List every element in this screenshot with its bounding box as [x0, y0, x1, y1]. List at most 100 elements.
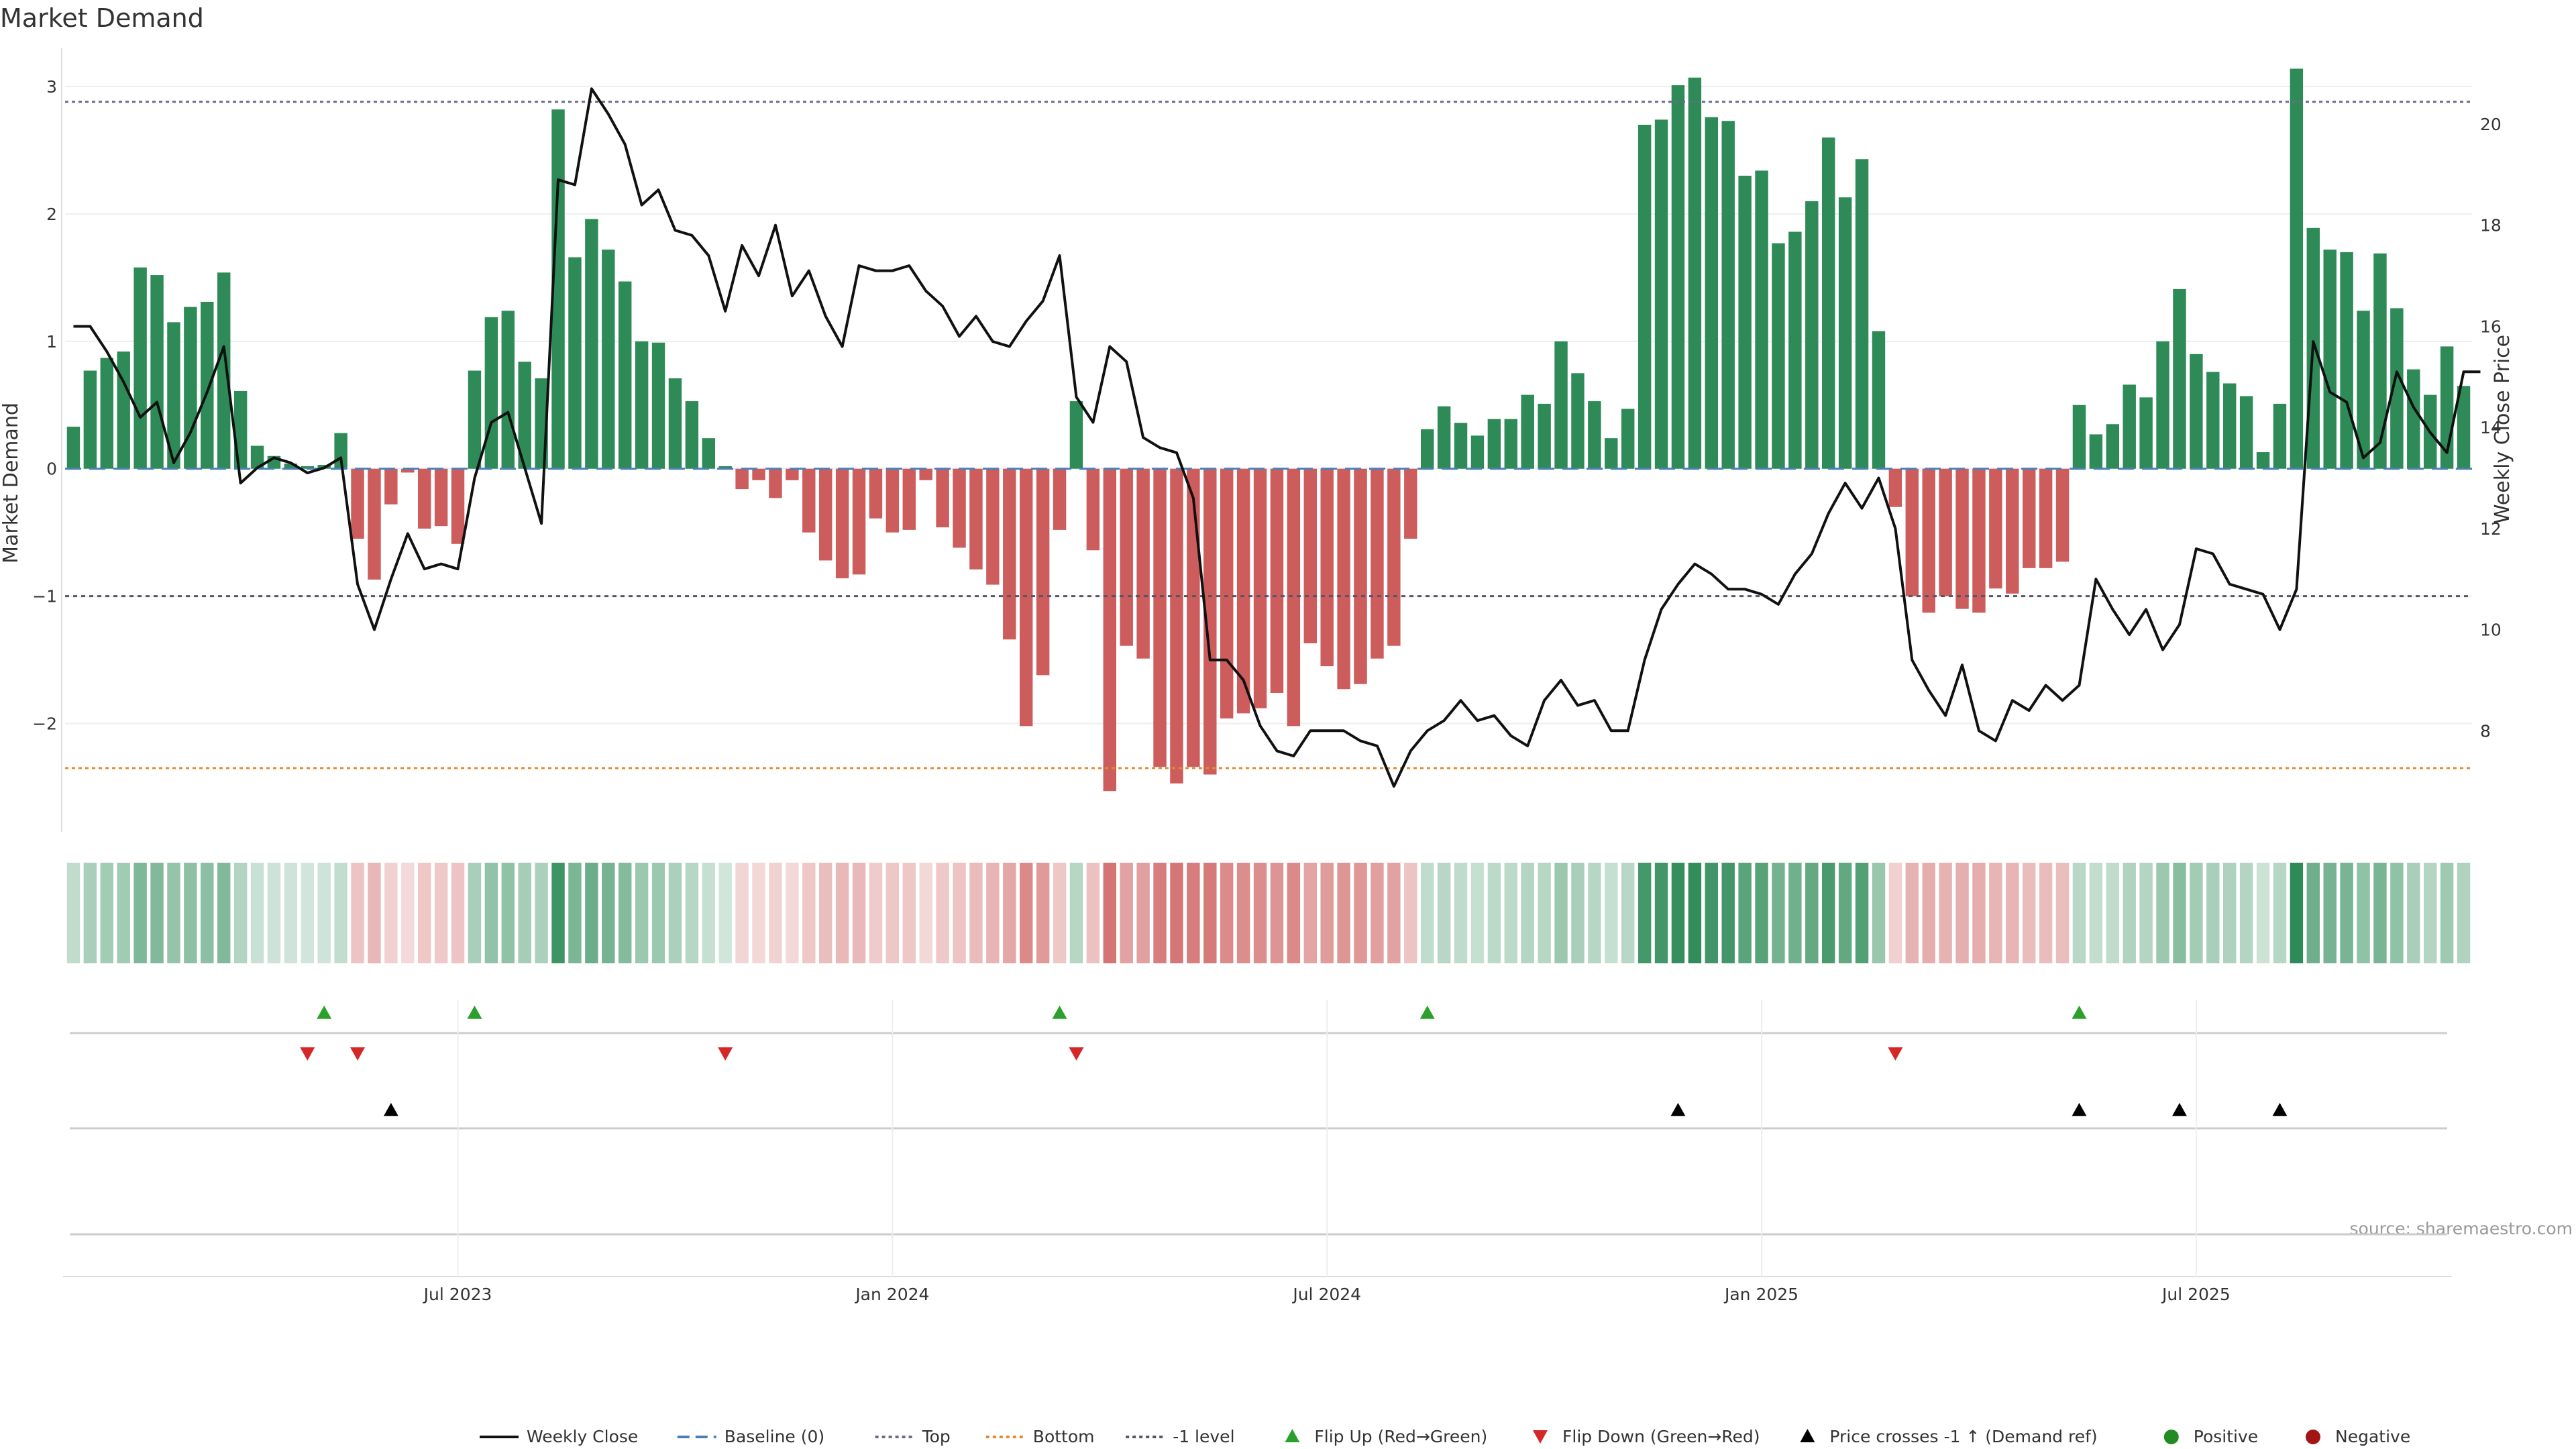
heat-cell — [1772, 863, 1785, 963]
positive-bar — [1772, 243, 1785, 469]
negative-bar — [351, 468, 364, 539]
heat-cell — [1638, 863, 1652, 963]
negative-bar — [1287, 468, 1301, 727]
heat-cell — [1187, 863, 1200, 963]
y2-axis-ticks: 20 18 16 14 12 10 8 — [2480, 115, 2502, 741]
positive-bar — [1654, 119, 1668, 469]
heat-cell — [401, 863, 415, 963]
positive-bar — [1571, 373, 1585, 469]
negative-bar — [1972, 468, 1986, 613]
heat-cell — [1788, 863, 1802, 963]
positive-bar — [2373, 253, 2387, 469]
price-cross-marker — [2171, 1103, 2187, 1116]
positive-bar — [1688, 77, 1702, 469]
heat-cell — [1989, 863, 2002, 963]
heat-cell — [651, 863, 665, 963]
heat-cell — [1888, 863, 1902, 963]
heat-cell — [2123, 863, 2136, 963]
heat-cell — [1605, 863, 1618, 963]
negative-bar — [835, 468, 849, 579]
heat-cell — [267, 863, 281, 963]
heat-cell — [2390, 863, 2404, 963]
negative-bar — [769, 468, 782, 498]
heat-cell — [752, 863, 765, 963]
heat-cell — [986, 863, 1000, 963]
positive-bar — [2222, 383, 2237, 469]
heat-cell — [301, 863, 315, 963]
negative-bar — [986, 468, 1000, 585]
flip-down-marker — [718, 1047, 733, 1061]
heat-cell — [1404, 863, 1417, 963]
heat-cell — [1955, 863, 1969, 963]
negative-bar — [1236, 468, 1250, 714]
heat-cell — [1487, 863, 1501, 963]
positive-bar — [618, 281, 632, 469]
heat-cell — [1420, 863, 1434, 963]
y2-tick-label: 14 — [2480, 418, 2502, 437]
negative-bar — [735, 468, 749, 490]
heat-cell — [2407, 863, 2420, 963]
legend-swatch-positive — [2163, 1430, 2179, 1444]
negative-bar — [384, 468, 398, 504]
heat-cell — [1621, 863, 1635, 963]
negative-bar — [1955, 468, 1969, 609]
negative-bar — [1404, 468, 1417, 539]
positive-bar — [568, 257, 582, 469]
negative-bar — [417, 468, 431, 529]
heat-cell — [2072, 863, 2086, 963]
positive-bar — [1738, 175, 1752, 469]
y2-tick-label: 16 — [2480, 317, 2502, 336]
heat-cell — [1654, 863, 1668, 963]
heat-cell — [1220, 863, 1234, 963]
heat-cell — [1371, 863, 1384, 963]
heat-cell — [2256, 863, 2270, 963]
positive-bar — [2139, 397, 2153, 469]
positive-bar — [301, 466, 315, 469]
flip-up-marker — [1052, 1006, 1067, 1019]
heat-cell — [83, 863, 97, 963]
negative-bar — [1103, 468, 1117, 792]
negative-bar — [1036, 468, 1050, 676]
legend-label: Baseline (0) — [724, 1427, 824, 1446]
y2-tick-label: 10 — [2480, 621, 2502, 640]
negative-bar — [1905, 468, 1919, 596]
flip-up-marker — [467, 1006, 482, 1019]
positive-bar — [518, 362, 531, 469]
flip-down-marker — [1069, 1047, 1084, 1061]
heat-cell — [2306, 863, 2320, 963]
heat-cell — [1671, 863, 1685, 963]
heat-cell — [1053, 863, 1067, 963]
heat-cell — [1939, 863, 1952, 963]
negative-bar — [885, 468, 900, 533]
source-label: source: sharemaestro.com — [2350, 1219, 2573, 1238]
heat-cell — [969, 863, 983, 963]
x-tick-label: Jul 2024 — [1291, 1285, 1361, 1304]
negative-bar — [1153, 468, 1167, 767]
heat-cell — [1203, 863, 1217, 963]
heat-cell — [1236, 863, 1250, 963]
y-tick-label: −2 — [32, 714, 57, 734]
negative-bar — [1387, 468, 1401, 646]
heat-cell — [1470, 863, 1485, 963]
heat-cell — [2006, 863, 2019, 963]
heat-cell — [1755, 863, 1768, 963]
positive-bar — [1069, 401, 1083, 469]
y2-axis-label: Weekly Close Price — [2491, 335, 2514, 524]
negative-bar — [1303, 468, 1318, 643]
legend-swatch-flip-down-green-red — [1533, 1430, 1548, 1444]
heat-cell — [2156, 863, 2169, 963]
positive-bar — [2357, 311, 2370, 469]
heat-cell — [735, 863, 749, 963]
level-lines — [65, 101, 2472, 769]
heat-cell — [233, 863, 248, 963]
heat-cell — [953, 863, 966, 963]
positive-bar — [250, 445, 264, 469]
negative-bar — [752, 468, 765, 480]
negative-bar — [852, 468, 866, 575]
heat-cell — [1036, 863, 1050, 963]
positive-bar — [651, 342, 665, 469]
positive-bar — [468, 370, 482, 469]
heat-cell — [1821, 863, 1835, 963]
negative-bar — [1337, 468, 1350, 690]
heat-cell — [1872, 863, 1886, 963]
